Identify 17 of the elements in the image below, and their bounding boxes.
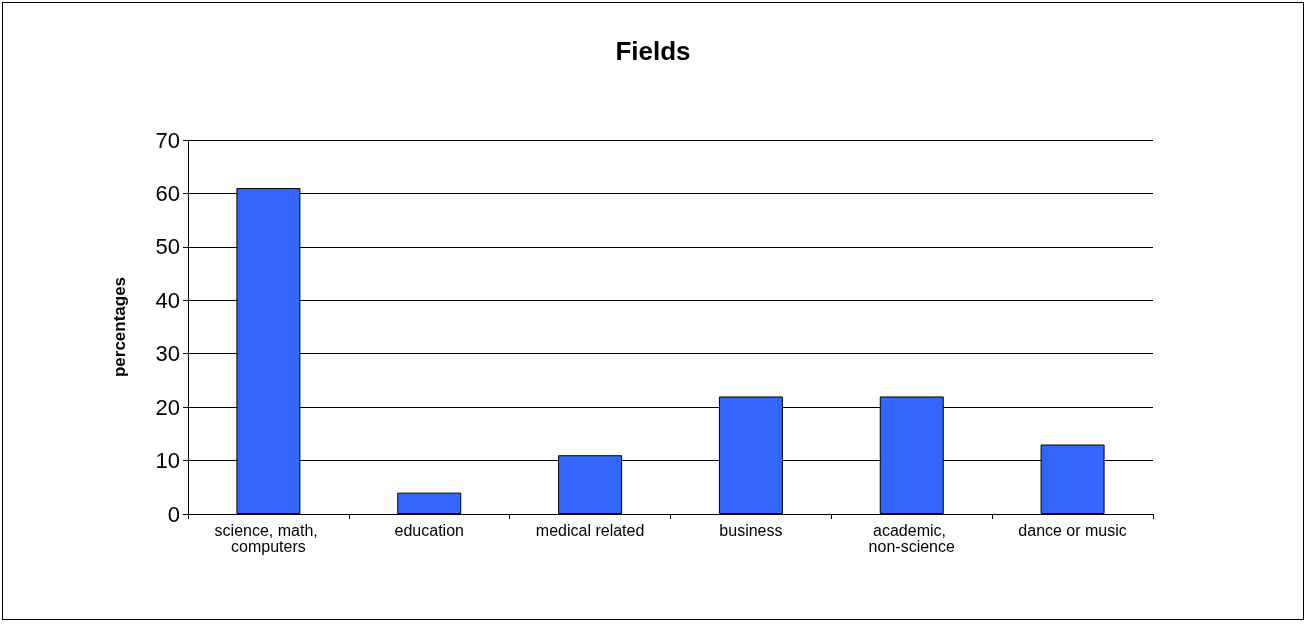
y-tick-label: 70 (155, 127, 180, 153)
y-axis-title: percentages (110, 276, 129, 378)
x-tick-label: education (394, 521, 464, 539)
y-tick-label: 20 (155, 394, 180, 420)
chart-title: Fields (615, 36, 691, 66)
y-tick-label: 50 (155, 234, 180, 260)
y-tick-label: 40 (155, 287, 180, 313)
x-tick-label: business (719, 521, 783, 539)
x-tick-label: medical related (535, 521, 645, 539)
x-tick-label: academic, non-science (868, 521, 955, 555)
y-tick-label: 60 (155, 180, 180, 206)
y-tick-label: 10 (155, 448, 180, 474)
y-tick-label: 30 (155, 341, 180, 367)
y-tick-label: 0 (167, 501, 180, 527)
x-tick-label: science, math, computers (214, 521, 323, 555)
x-tick-label: dance or music (1018, 521, 1127, 539)
bar (397, 492, 462, 514)
